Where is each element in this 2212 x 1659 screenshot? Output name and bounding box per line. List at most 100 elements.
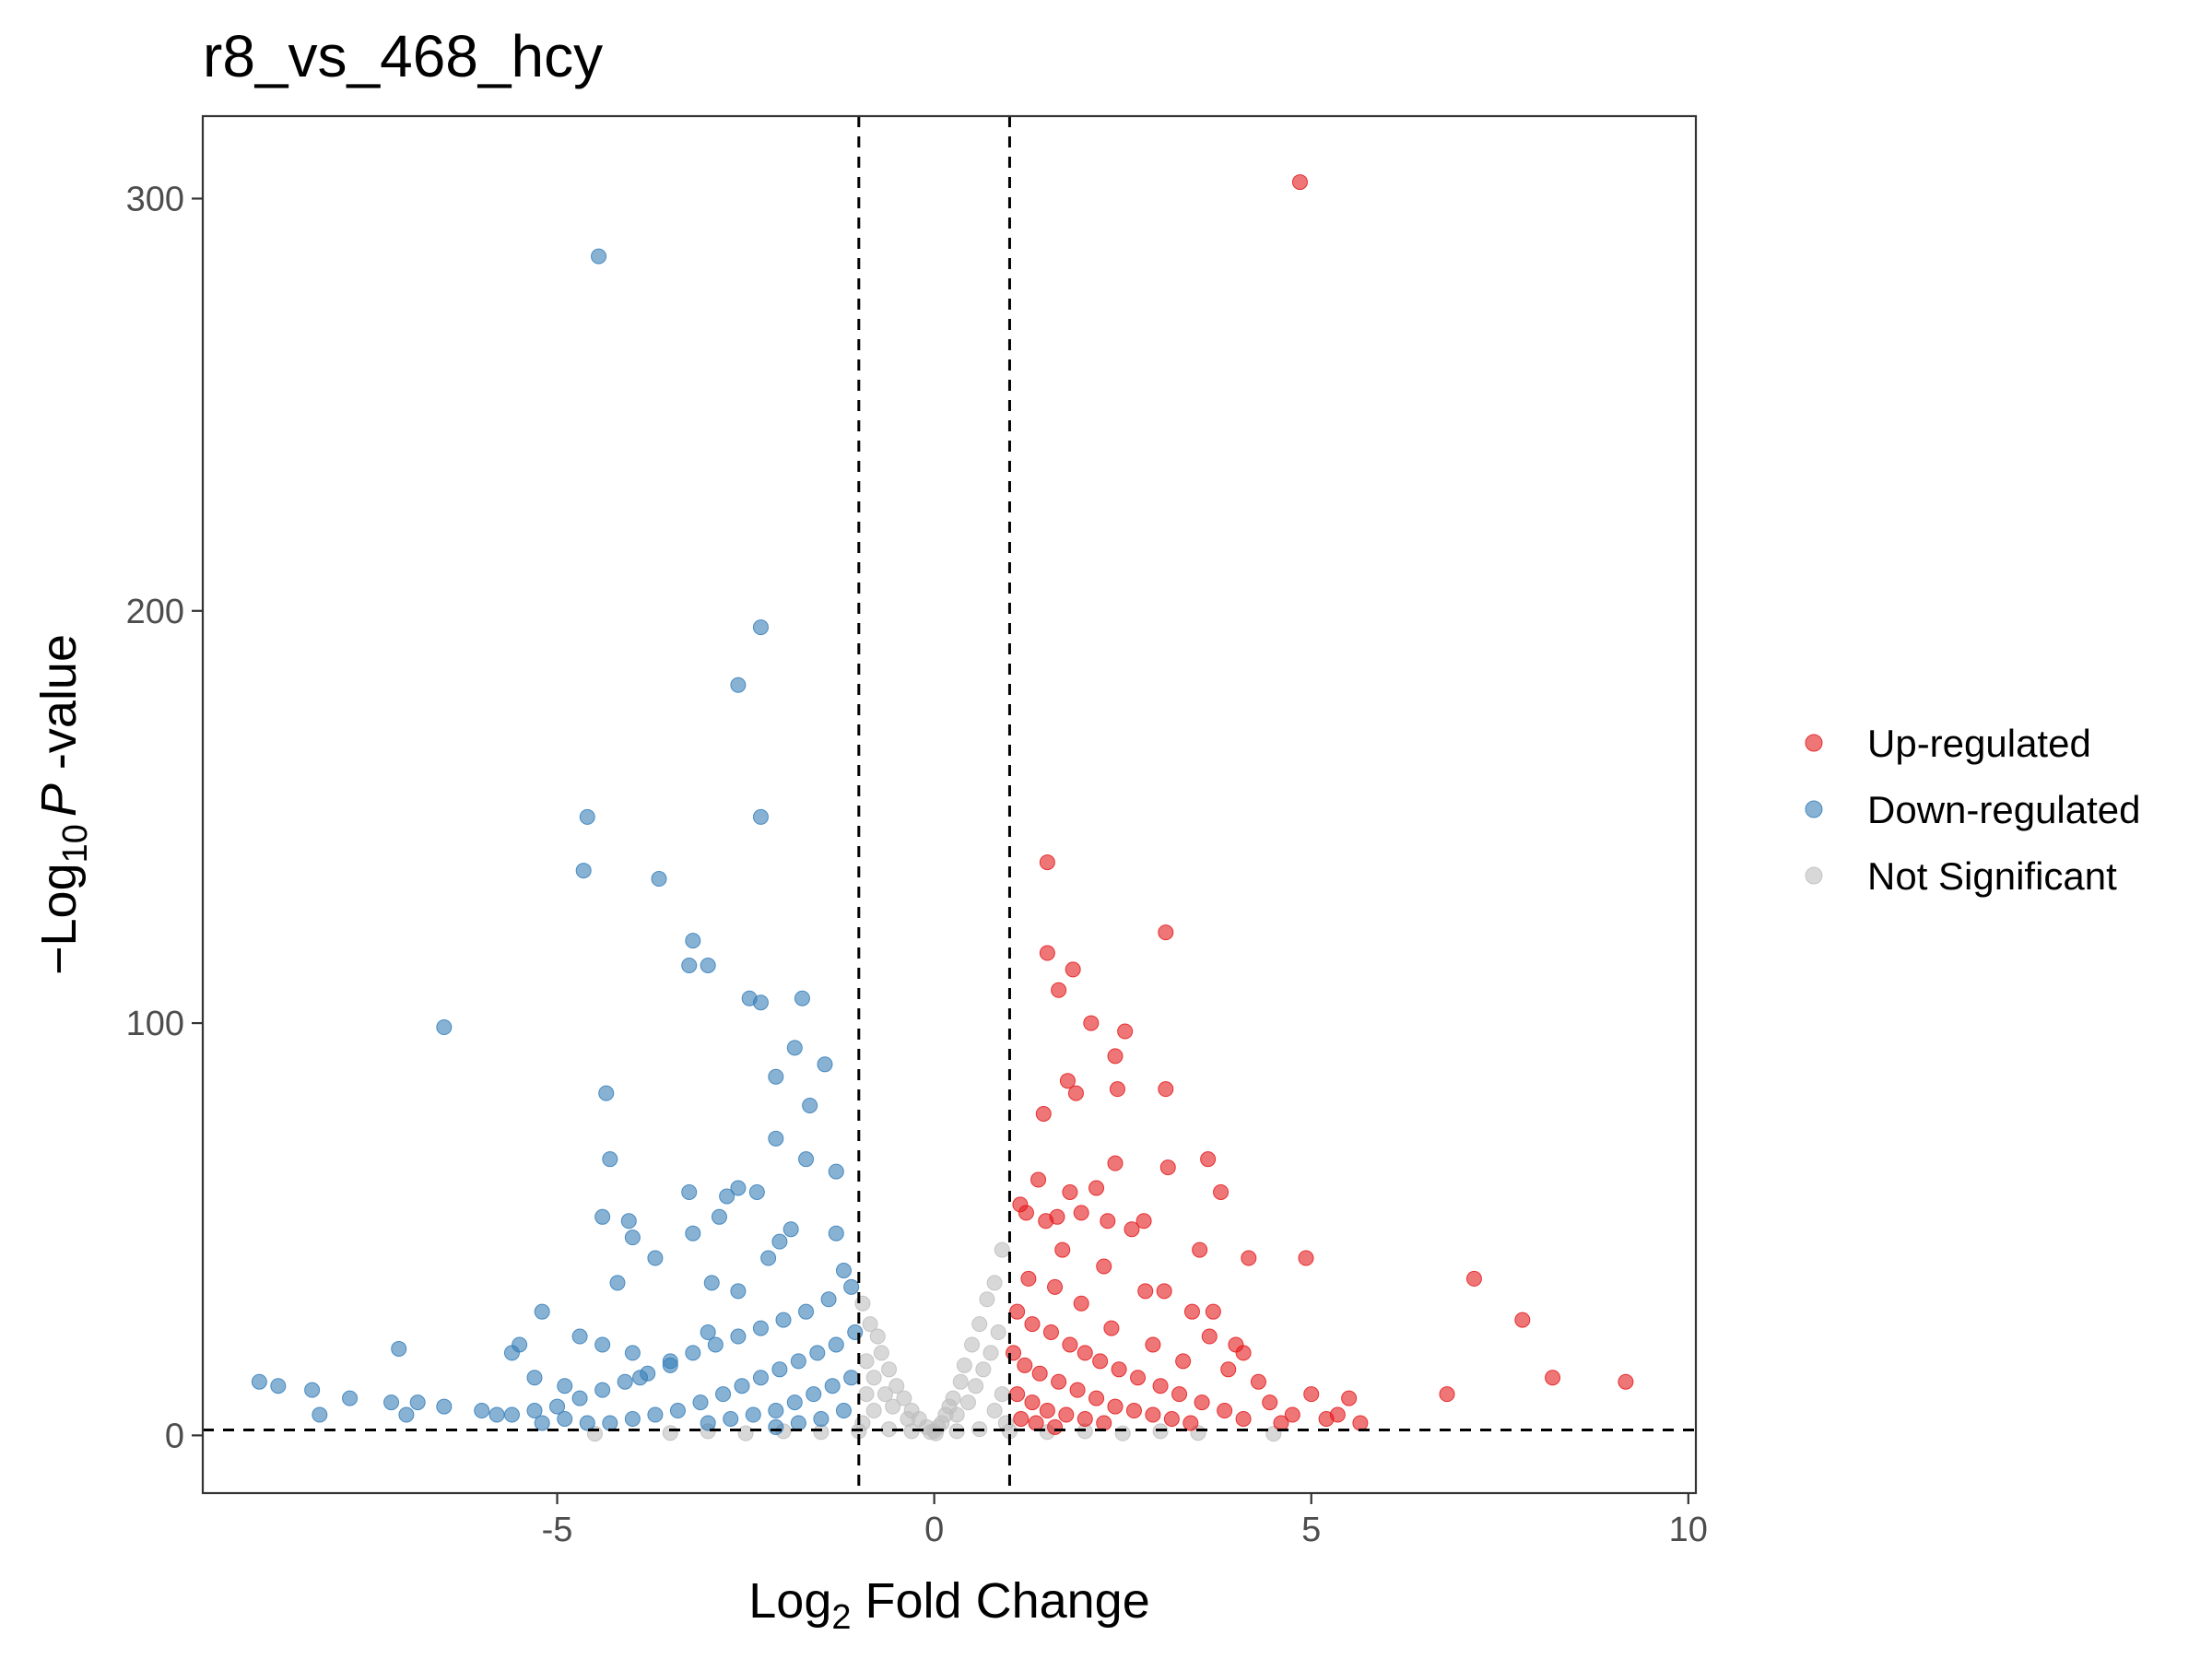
data-point [994, 1241, 1010, 1258]
data-point [854, 1295, 871, 1312]
data-point [662, 1357, 678, 1373]
data-point [1117, 1023, 1134, 1040]
data-point [1439, 1386, 1455, 1403]
x-tick-label: 10 [1669, 1511, 1708, 1549]
data-point [1083, 1015, 1100, 1031]
data-point [790, 1353, 806, 1370]
data-point [1020, 1270, 1037, 1287]
data-point [1109, 1081, 1125, 1098]
data-point [760, 1250, 777, 1266]
y-axis-title: −Log10 P -value [31, 634, 95, 975]
data-point [923, 1424, 939, 1441]
legend-key [1805, 734, 1823, 752]
data-point [1107, 1155, 1124, 1171]
data-point [986, 1403, 1003, 1419]
data-point [885, 1398, 901, 1415]
data-point [1545, 1370, 1561, 1386]
data-point [1096, 1415, 1112, 1431]
data-point [579, 1415, 595, 1431]
data-point [503, 1345, 520, 1361]
data-point [858, 1353, 875, 1370]
data-point [598, 1085, 615, 1101]
data-point [798, 1151, 815, 1168]
data-point [1042, 1324, 1059, 1341]
data-point [383, 1394, 400, 1411]
data-point [828, 1163, 844, 1180]
data-point [824, 1378, 841, 1394]
data-point [730, 1283, 747, 1300]
data-point [1018, 1205, 1034, 1221]
data-point [986, 1275, 1003, 1291]
data-point [768, 1130, 784, 1147]
data-point [270, 1378, 287, 1394]
data-point [1024, 1394, 1041, 1411]
data-point [1152, 1378, 1169, 1394]
data-point [1352, 1415, 1369, 1431]
data-point [1047, 1278, 1064, 1295]
data-point [1250, 1373, 1266, 1390]
data-point [1059, 1073, 1076, 1089]
data-point [549, 1398, 566, 1415]
data-point [745, 1406, 761, 1423]
x-tick-label: 5 [1301, 1511, 1321, 1549]
data-point [342, 1390, 359, 1406]
data-point [1088, 1390, 1105, 1406]
data-point [1009, 1386, 1026, 1403]
data-point [1163, 1410, 1180, 1427]
data-point [782, 1221, 799, 1238]
data-point [748, 1183, 765, 1200]
data-point [1183, 1303, 1200, 1320]
data-point [948, 1406, 965, 1423]
data-point [752, 1370, 769, 1386]
data-point [1465, 1270, 1482, 1287]
data-point [1298, 1250, 1314, 1266]
series-1 [251, 248, 864, 1435]
data-point [794, 990, 810, 1006]
data-point [865, 1403, 882, 1419]
data-point [1111, 1361, 1127, 1378]
data-point [685, 933, 701, 949]
data-point [752, 808, 769, 825]
data-point [681, 1183, 698, 1200]
legend-label: Down-regulated [1867, 788, 2141, 831]
data-point [1514, 1312, 1531, 1328]
data-point [835, 1403, 852, 1419]
y-axis: 0 100 200 300 [126, 180, 203, 1455]
data-point [1065, 961, 1081, 978]
data-point [768, 1068, 784, 1085]
data-point [534, 1303, 550, 1320]
legend: Up-regulated Down-regulated Not Significan… [1805, 722, 2141, 898]
data-point [1235, 1410, 1252, 1427]
data-point [1137, 1283, 1154, 1300]
data-point [730, 1180, 747, 1196]
x-axis-title: Log2 Fold Change [748, 1573, 1149, 1637]
data-point [594, 1336, 611, 1353]
y-axis-title-italic: P [31, 783, 87, 817]
data-point [828, 1336, 844, 1353]
data-point [1175, 1353, 1192, 1370]
data-point [436, 1398, 453, 1415]
data-point [865, 1370, 882, 1386]
data-point [1241, 1250, 1257, 1266]
data-point [571, 1390, 588, 1406]
data-point [1077, 1345, 1093, 1361]
data-point [557, 1378, 573, 1394]
data-point [640, 1365, 656, 1382]
data-point [1217, 1403, 1233, 1419]
data-point [1107, 1048, 1124, 1065]
data-point [1067, 1085, 1084, 1101]
data-point [1051, 1373, 1067, 1390]
data-point [1156, 1283, 1172, 1300]
data-point [1145, 1336, 1161, 1353]
data-point [579, 808, 595, 825]
data-point [251, 1373, 267, 1390]
y-tick-label: 0 [165, 1417, 184, 1455]
data-point [752, 619, 769, 636]
data-point [602, 1151, 618, 1168]
data-point [304, 1382, 321, 1398]
data-point [1262, 1394, 1278, 1411]
data-point [602, 1415, 618, 1431]
data-point [1017, 1357, 1033, 1373]
data-point [1265, 1426, 1282, 1442]
